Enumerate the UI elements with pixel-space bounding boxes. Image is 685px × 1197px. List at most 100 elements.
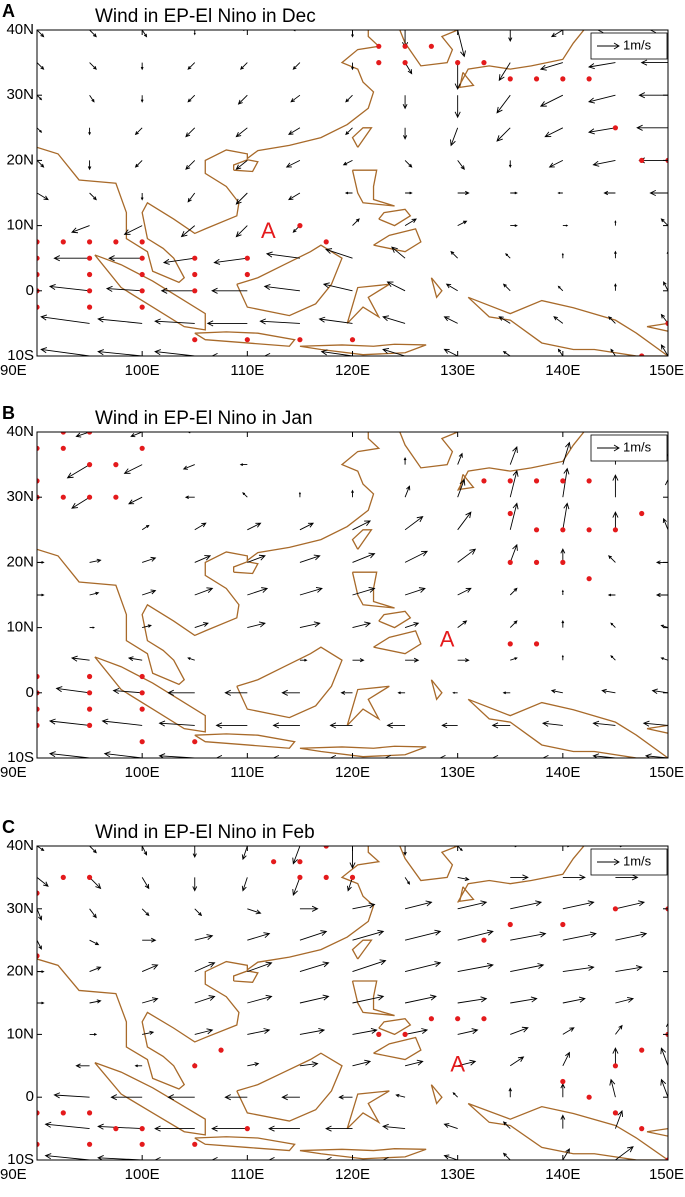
significance-dot: [376, 43, 382, 49]
significance-dot: [86, 706, 93, 712]
significance-dot: [192, 1063, 198, 1069]
wind-arrow: [19, 1063, 37, 1068]
wind-arrow: [561, 589, 564, 595]
wind-arrow: [443, 1123, 458, 1130]
wind-arrow: [44, 1153, 90, 1160]
y-tick-label: 20N: [6, 963, 34, 980]
y-tick-label: 0: [26, 684, 34, 701]
wind-arrow: [88, 127, 91, 136]
significance-dot: [139, 445, 145, 451]
wind-arrow: [491, 754, 511, 758]
wind-arrow: [352, 902, 376, 910]
wind-arrow: [224, 689, 248, 696]
wind-arrow: [508, 1087, 512, 1098]
significance-dot: [507, 641, 513, 647]
wind-arrow: [615, 846, 624, 848]
wind-arrow: [508, 30, 513, 43]
significance-dot: [37, 478, 40, 484]
wind-arrow: [247, 1062, 260, 1067]
wind-arrow: [614, 283, 617, 291]
wind-arrow: [141, 846, 148, 856]
wind-arrow: [241, 846, 248, 861]
wind-arrow: [299, 961, 330, 973]
wind-arrow: [272, 754, 300, 758]
wind-arrow: [89, 558, 102, 563]
wind-arrow: [141, 30, 148, 38]
significance-dot: [86, 432, 93, 435]
wind-arrow: [247, 522, 262, 531]
wind-arrow: [37, 724, 38, 726]
wind-arrow: [123, 464, 143, 474]
wind-arrow: [75, 1063, 90, 1069]
wind-arrow: [352, 428, 353, 432]
wind-arrow: [404, 218, 417, 226]
wind-arrow: [288, 192, 301, 201]
wind-arrow: [89, 999, 102, 1004]
x-tick-label: 90E: [0, 1166, 27, 1183]
wind-arrow: [510, 846, 518, 848]
significance-dot: [60, 1110, 66, 1116]
wind-arrow: [338, 1094, 353, 1100]
wind-arrow: [37, 908, 43, 921]
y-tick-label: 10S: [7, 1151, 34, 1168]
coastline: [299, 1148, 427, 1160]
wind-arrow: [443, 1154, 458, 1160]
wind-arrow: [281, 1094, 300, 1101]
key-label: 1m/s: [623, 853, 652, 868]
wind-arrow: [299, 587, 323, 596]
coastline: [194, 733, 296, 749]
significance-dot: [86, 255, 93, 261]
significance-dot: [560, 76, 566, 82]
significance-dot: [218, 1047, 224, 1053]
wind-arrow: [351, 62, 354, 71]
wind-arrow: [268, 1125, 300, 1132]
wind-arrow: [510, 931, 547, 941]
wind-arrow: [48, 718, 90, 726]
significance-dot: [586, 478, 592, 484]
wind-arrow: [281, 689, 300, 696]
wind-arrow: [457, 620, 468, 628]
wind-arrow: [441, 722, 458, 729]
wind-arrow: [502, 1121, 511, 1129]
wind-arrow: [395, 1093, 406, 1098]
coastline: [458, 886, 475, 903]
wind-arrow: [404, 622, 420, 629]
wind-arrow: [194, 962, 216, 973]
coastline: [373, 228, 422, 253]
significance-dot: [297, 859, 303, 865]
wind-arrow: [615, 1146, 634, 1160]
wind-arrow: [247, 1028, 271, 1035]
wind-arrow: [285, 159, 301, 168]
coastline: [351, 127, 373, 148]
wind-arrow: [663, 281, 668, 292]
wind-arrow: [502, 691, 511, 695]
wind-arrow: [345, 94, 353, 103]
wind-arrow: [37, 529, 38, 531]
x-tick-label: 130E: [440, 362, 475, 379]
significance-dot: [86, 1110, 93, 1116]
significance-dot: [586, 576, 592, 582]
coastline: [233, 561, 259, 575]
wind-arrow: [612, 511, 619, 530]
significance-dot: [323, 846, 329, 849]
wind-arrow: [610, 622, 616, 628]
wind-arrow: [292, 877, 301, 896]
wind-arrow: [184, 495, 195, 499]
wind-arrow: [615, 996, 635, 1004]
significance-dot: [402, 60, 408, 66]
wind-arrow: [40, 347, 90, 356]
coastline: [430, 1084, 443, 1105]
wind-arrow: [457, 30, 466, 58]
wind-arrow: [384, 754, 406, 758]
wind-arrow: [71, 496, 90, 509]
significance-dot: [192, 337, 198, 343]
significance-dot: [192, 271, 198, 278]
significance-dot: [612, 125, 619, 131]
panel-label: A: [2, 1, 15, 21]
wind-arrow: [660, 344, 668, 356]
wind-arrow: [66, 464, 90, 479]
coastline: [37, 432, 381, 686]
significance-dot: [192, 739, 198, 745]
wind-arrow: [498, 62, 511, 82]
wind-arrow: [457, 478, 466, 498]
